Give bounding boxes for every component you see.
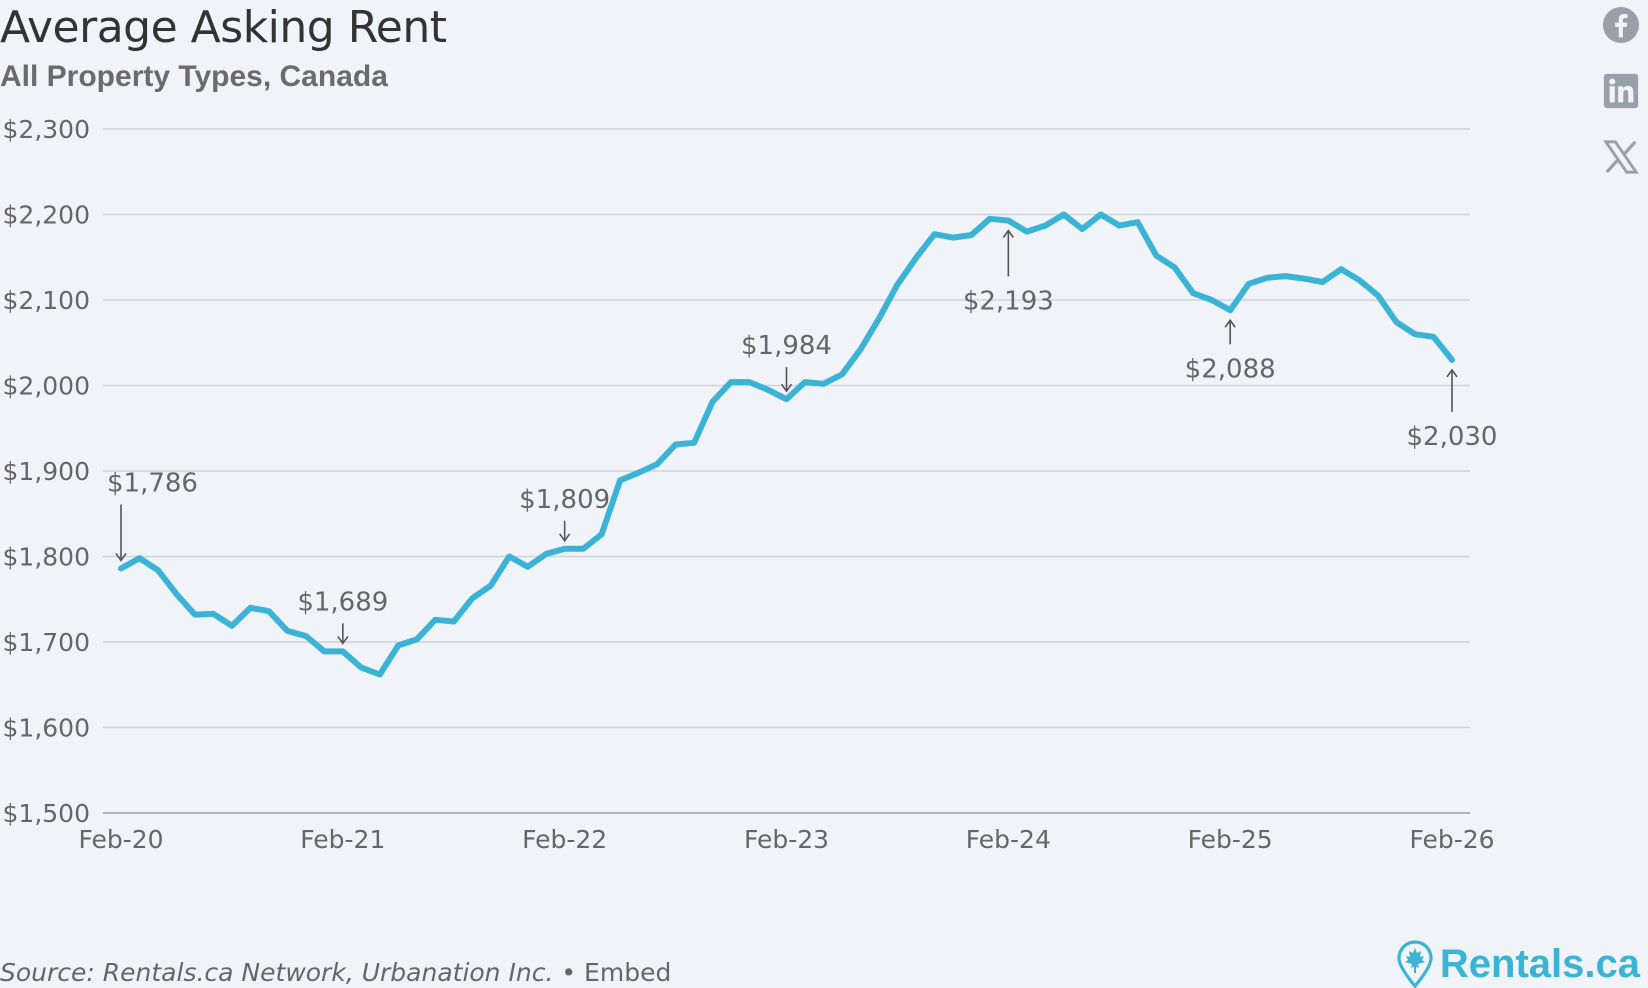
chart-subtitle: All Property Types, Canada bbox=[0, 60, 388, 93]
annotation: $2,193 bbox=[963, 229, 1054, 316]
linkedin-icon[interactable] bbox=[1602, 72, 1640, 110]
annotation: $2,030 bbox=[1407, 368, 1498, 452]
x-axis-ticks: Feb-20 Feb-21 Feb-22 Feb-23 Feb-24 Feb-25 Feb-… bbox=[78, 825, 1494, 854]
y-tick-label: $1,900 bbox=[3, 457, 90, 486]
source-text: Source: Rentals.ca Network, Urbanation I… bbox=[0, 958, 554, 987]
annotation: $1,809 bbox=[519, 485, 610, 543]
annotation: $1,689 bbox=[297, 587, 388, 645]
y-tick-label: $2,000 bbox=[3, 372, 90, 401]
x-tick-label: Feb-22 bbox=[522, 825, 607, 854]
x-icon[interactable] bbox=[1602, 138, 1640, 176]
y-tick-label: $1,500 bbox=[3, 799, 90, 828]
x-tick-label: Feb-25 bbox=[1188, 825, 1273, 854]
facebook-icon[interactable] bbox=[1602, 6, 1640, 44]
y-axis-ticks: $1,500 $1,600 $1,700 $1,800 $1,900 $2,000 $2,1… bbox=[3, 115, 90, 828]
annotation-label: $1,984 bbox=[741, 331, 832, 361]
source-line: Source: Rentals.ca Network, Urbanation I… bbox=[0, 958, 671, 987]
brand-logo[interactable]: Rentals.ca bbox=[1396, 940, 1640, 988]
arrow-head bbox=[1446, 368, 1458, 378]
grid-lines bbox=[103, 128, 1470, 814]
y-tick-label: $1,600 bbox=[3, 714, 90, 743]
annotation-label: $2,088 bbox=[1185, 354, 1276, 384]
y-tick-label: $2,300 bbox=[3, 115, 90, 144]
y-tick-label: $1,800 bbox=[3, 543, 90, 572]
y-tick-label: $2,200 bbox=[3, 201, 90, 230]
map-pin-leaf-icon bbox=[1397, 940, 1433, 988]
embed-link[interactable]: Embed bbox=[584, 958, 672, 987]
annotation-label: $1,689 bbox=[297, 587, 388, 617]
annotation-label: $2,193 bbox=[963, 286, 1054, 316]
annotations: $1,786 $1,689 $1,809 $1,984 $2,193 $2,088 $2,0… bbox=[107, 229, 1498, 645]
chart-title: Average Asking Rent bbox=[0, 2, 447, 53]
arrow-head bbox=[780, 383, 793, 393]
separator-dot: • bbox=[561, 958, 577, 987]
arrow-head bbox=[559, 533, 571, 543]
x-tick-label: Feb-26 bbox=[1409, 825, 1494, 854]
arrow-head bbox=[1002, 229, 1014, 238]
arrow-head bbox=[1224, 318, 1236, 328]
x-tick-label: Feb-21 bbox=[300, 825, 385, 854]
y-tick-label: $2,100 bbox=[3, 286, 90, 315]
brand-name: Rentals.ca bbox=[1439, 941, 1640, 986]
annotation: $1,786 bbox=[107, 468, 198, 562]
social-share-bar bbox=[1602, 6, 1642, 204]
arrow-head bbox=[115, 553, 127, 562]
y-tick-label: $1,700 bbox=[3, 628, 90, 657]
annotation-label: $1,809 bbox=[519, 485, 610, 515]
annotation-label: $2,030 bbox=[1407, 422, 1498, 452]
annotation: $1,984 bbox=[741, 331, 832, 393]
annotation: $2,088 bbox=[1185, 318, 1276, 384]
x-tick-label: Feb-24 bbox=[966, 825, 1051, 854]
series-layer bbox=[118, 211, 1455, 678]
x-tick-label: Feb-20 bbox=[78, 825, 163, 854]
annotation-label: $1,786 bbox=[107, 468, 198, 498]
x-tick-label: Feb-23 bbox=[744, 825, 829, 854]
arrow-head bbox=[337, 635, 349, 645]
series-line bbox=[118, 211, 1455, 678]
